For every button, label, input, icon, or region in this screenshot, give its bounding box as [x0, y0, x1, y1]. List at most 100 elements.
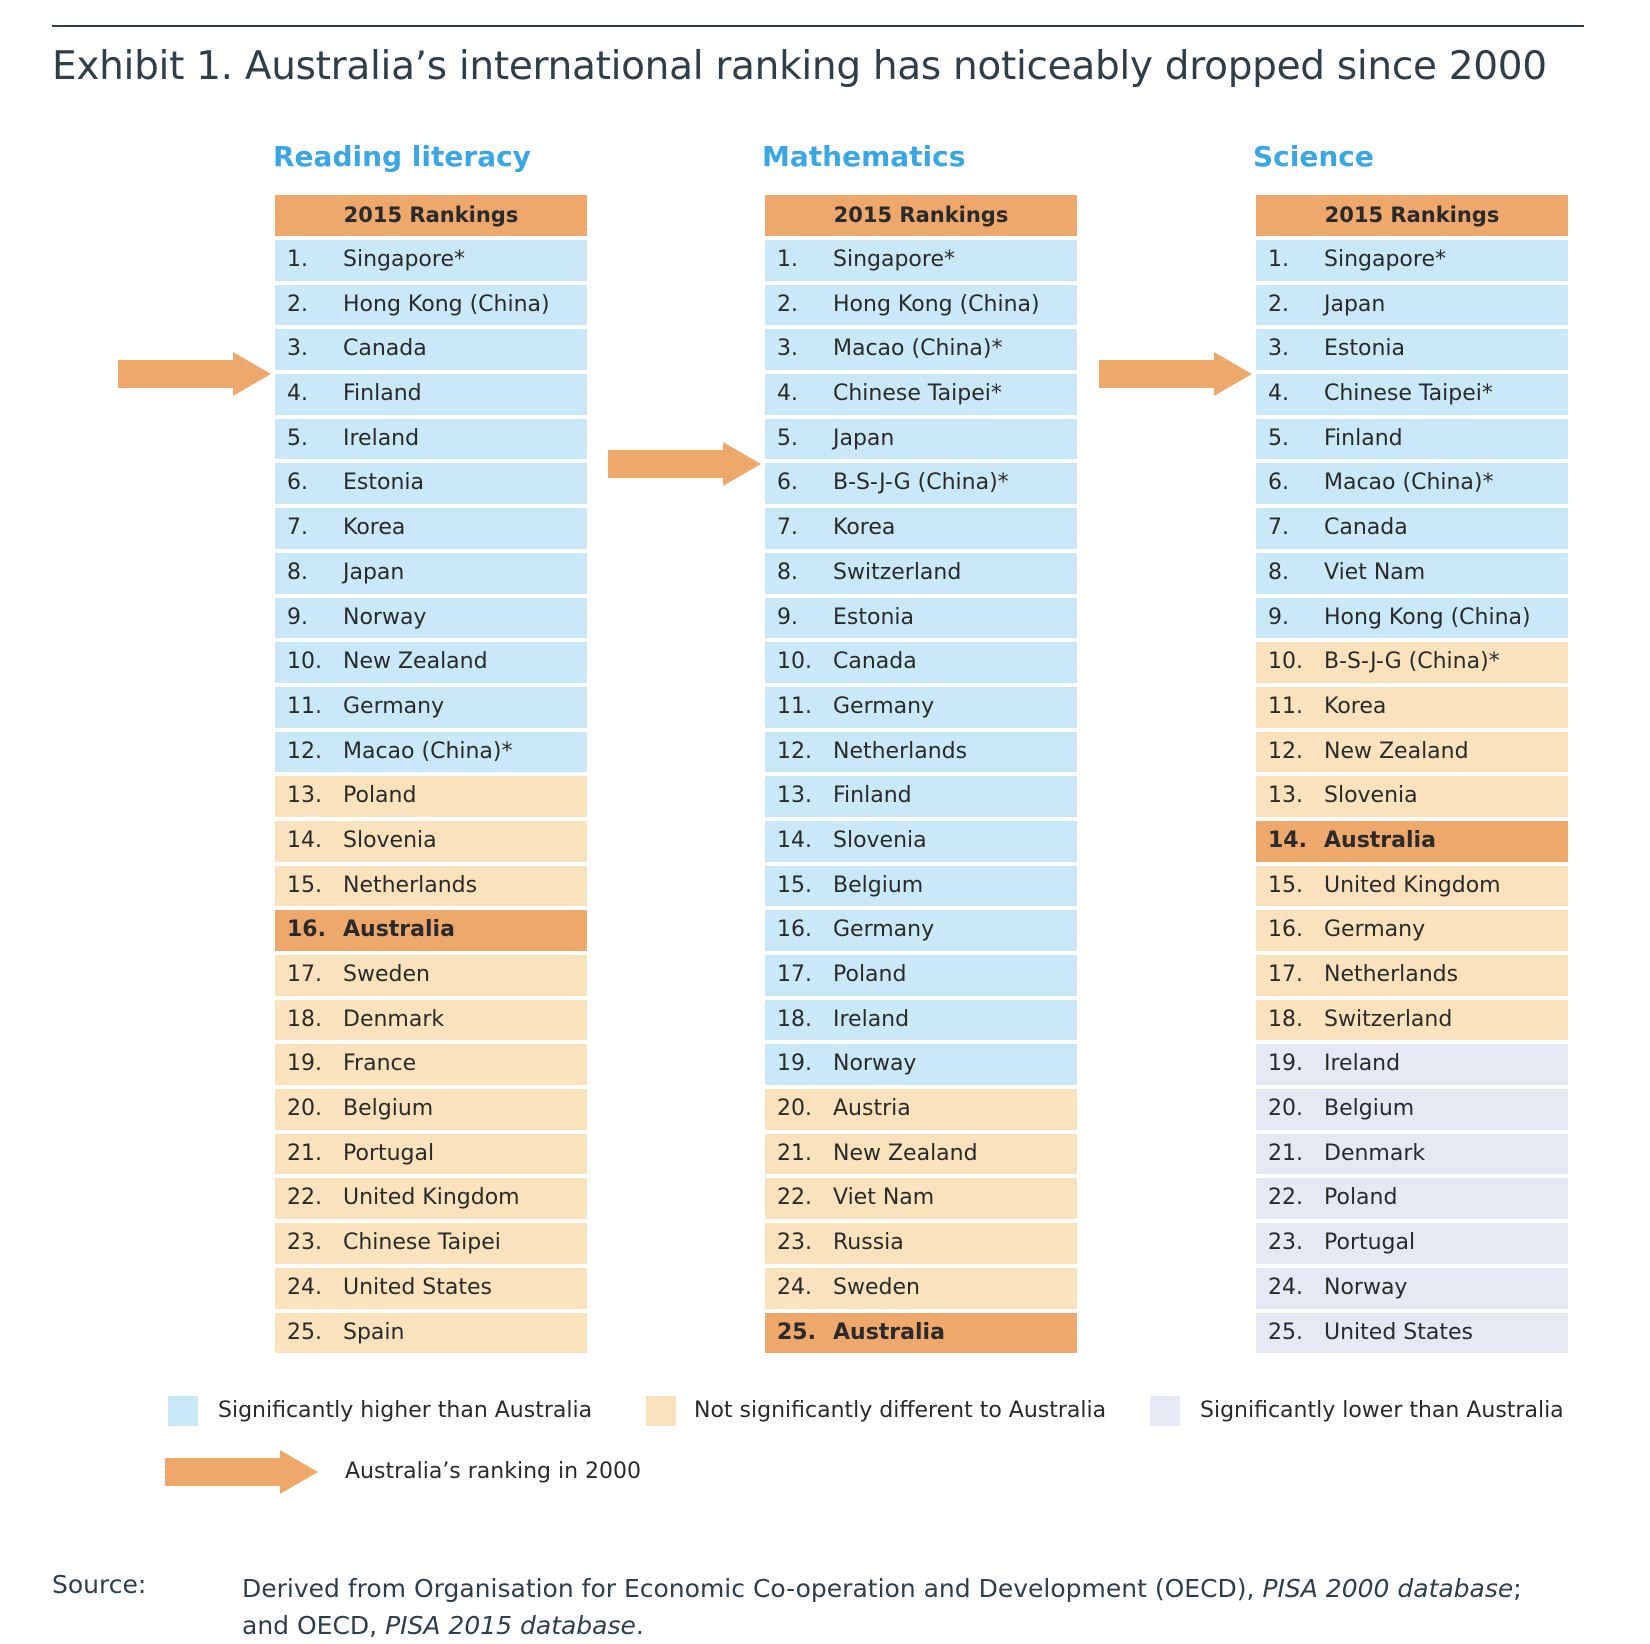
country-name: Switzerland	[1324, 1006, 1453, 1032]
rank-number: 8.	[1268, 559, 1289, 585]
country-name: United States	[1324, 1319, 1473, 1345]
country-name: United Kingdom	[343, 1185, 520, 1211]
table-row: 22. United Kingdom	[275, 1178, 587, 1220]
country-name: Hong Kong (China)	[833, 291, 1040, 317]
rank-number: 17.	[777, 962, 812, 987]
rank-number: 13.	[1268, 783, 1303, 809]
country-name: Viet Nam	[833, 1185, 935, 1211]
rank-number: 7.	[1268, 515, 1289, 541]
rank-number: 3.	[1268, 336, 1289, 362]
table-row: 11. Korea	[1256, 686, 1568, 728]
table-row: 10. B-S-J-G (China)*	[1256, 642, 1568, 683]
rank-number: 15.	[1268, 872, 1303, 898]
source-label: Source:	[52, 1570, 147, 1599]
rank-number: 10.	[1268, 649, 1303, 675]
table-row: 1. Singapore*	[765, 240, 1077, 281]
country-name: Poland	[833, 962, 907, 987]
country-name: Japan	[343, 559, 405, 585]
country-name: Sweden	[833, 1274, 920, 1300]
rank-number: 12.	[287, 738, 322, 764]
country-name: Denmark	[1324, 1140, 1426, 1166]
table-row: 25. Spain	[275, 1312, 587, 1354]
table-row: 9. Norway	[275, 597, 587, 639]
table-row: 4. Chinese Taipei*	[1256, 374, 1568, 415]
table-row: 19. Norway	[765, 1044, 1077, 1086]
country-name: United States	[343, 1274, 492, 1300]
country-name: Estonia	[833, 604, 914, 630]
country-name: Korea	[833, 515, 896, 541]
table-row: 21. Denmark	[1256, 1133, 1568, 1175]
rank-number: 23.	[287, 1230, 322, 1256]
table-row: 11. Germany	[765, 686, 1077, 728]
rank-number: 3.	[777, 336, 798, 362]
rank-number: 1.	[1268, 247, 1289, 272]
country-name: Macao (China)*	[343, 738, 513, 764]
rank-number: 2.	[287, 291, 308, 317]
table-row: 2. Hong Kong (China)	[275, 284, 587, 326]
rank-number: 8.	[287, 559, 308, 585]
rank-number: 2.	[1268, 291, 1289, 317]
table-row: 14. Slovenia	[765, 820, 1077, 862]
country-name: Ireland	[833, 1006, 910, 1032]
rank-number: 23.	[777, 1230, 812, 1256]
country-name: Ireland	[1324, 1051, 1401, 1077]
country-name: Korea	[343, 515, 406, 541]
rank-number: 14.	[287, 827, 322, 853]
table-row: 15. Netherlands	[275, 865, 587, 907]
rank-number: 11.	[1268, 693, 1303, 719]
table-row: 7. Canada	[1256, 508, 1568, 549]
table-row: 19. France	[275, 1044, 587, 1086]
table-row: 4. Chinese Taipei*	[765, 374, 1077, 415]
table-row-australia: 25. Australia	[765, 1312, 1077, 1354]
rank-number: 22.	[1268, 1185, 1303, 1211]
country-name: Canada	[1324, 515, 1408, 541]
panel-title-reading-literacy: Reading literacy	[273, 140, 531, 173]
rank-number: 6.	[1268, 470, 1289, 496]
table-row: 23. Portugal	[1256, 1223, 1568, 1264]
rank-2000-arrow-icon-science	[1099, 352, 1252, 397]
table-row: 7. Korea	[765, 508, 1077, 549]
source-text: Derived from Organisation for Economic C…	[242, 1570, 1562, 1644]
country-name: B-S-J-G (China)*	[833, 470, 1009, 496]
country-name: Germany	[833, 917, 935, 943]
table-row: 17. Poland	[765, 955, 1077, 996]
table-row: 13. Slovenia	[1256, 776, 1568, 817]
table-row: 15. United Kingdom	[1256, 865, 1568, 907]
rank-number: 22.	[777, 1185, 812, 1211]
rank-number: 24.	[287, 1274, 322, 1300]
rank-number: 16.	[1268, 917, 1303, 943]
rank-number: 13.	[777, 783, 812, 809]
country-name: Norway	[1324, 1274, 1408, 1300]
country-name: Netherlands	[343, 872, 478, 898]
table-row: 23. Chinese Taipei	[275, 1223, 587, 1264]
table-row: 7. Korea	[275, 508, 587, 549]
country-name: Poland	[1324, 1185, 1398, 1211]
table-row: 5. Japan	[765, 418, 1077, 460]
table-row: 11. Germany	[275, 686, 587, 728]
rank-number: 25.	[777, 1319, 816, 1345]
country-name: Spain	[343, 1319, 405, 1345]
source-text-3: .	[635, 1611, 644, 1640]
rank-number: 17.	[1268, 962, 1303, 987]
country-name: France	[343, 1051, 417, 1077]
source-italic-1: PISA 2000 database	[1262, 1574, 1514, 1603]
table-row: 5. Ireland	[275, 418, 587, 460]
country-name: Singapore*	[833, 247, 955, 272]
rank-number: 3.	[287, 336, 308, 362]
table-row: 9. Estonia	[765, 597, 1077, 639]
exhibit-title: Exhibit 1. Australia’s international ran…	[52, 44, 1547, 89]
table-row: 17. Sweden	[275, 955, 587, 996]
rank-number: 4.	[287, 381, 308, 407]
country-name: Finland	[343, 381, 422, 407]
panel-title-science: Science	[1253, 140, 1374, 173]
legend-arrow-icon	[165, 1450, 318, 1494]
table-row: 5. Finland	[1256, 418, 1568, 460]
rank-number: 19.	[777, 1051, 812, 1077]
table-row: 12. New Zealand	[1256, 731, 1568, 773]
rank-number: 13.	[287, 783, 322, 809]
legend-swatch-higher	[168, 1396, 198, 1426]
table-row: 24. Norway	[1256, 1267, 1568, 1309]
rank-number: 6.	[777, 470, 798, 496]
rank-number: 20.	[287, 1096, 322, 1122]
country-name: Norway	[833, 1051, 917, 1077]
